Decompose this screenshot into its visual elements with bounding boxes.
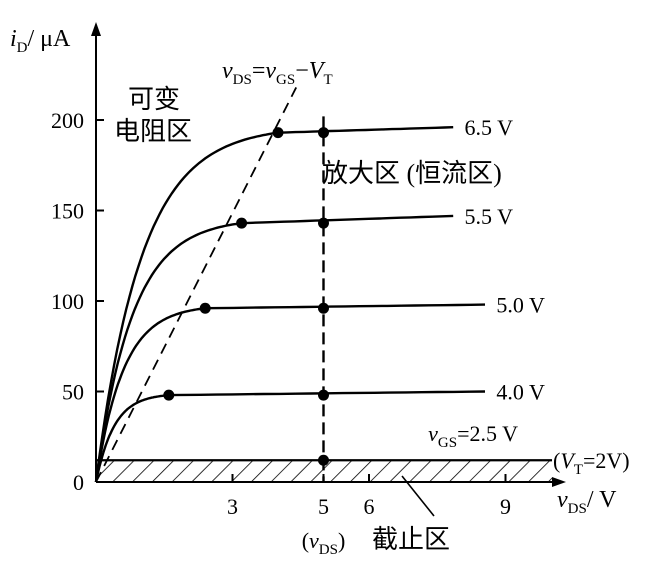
x-axis-arrow [552,477,566,487]
cutoff-region-label: 截止区 [372,525,450,554]
y-tick-label: 150 [51,199,84,224]
curve-55V [94,214,454,483]
operating-point [163,389,175,401]
y-axis-arrow [91,22,101,36]
curve-65V [94,126,454,483]
operating-point [199,302,211,314]
cutoff-hatch-region [96,460,552,482]
series-label: 5.5 V [465,204,514,229]
boundary-line-label: vDS=vGS−VT [222,58,333,88]
x-axis-label: vDS/ V [557,487,617,517]
operating-point [236,217,248,229]
variable-resistance-region-label: 电阻区 [114,117,192,146]
series-label: vGS=2.5 V [428,421,518,451]
x-tick-label: 9 [500,494,511,519]
operating-point [318,127,329,139]
variable-resistance-region-label: 可变 [128,85,180,114]
series-label: 5.0 V [496,293,545,318]
y-tick-label: 100 [51,289,84,314]
operating-point [318,454,329,466]
curve-40V [94,390,486,483]
series-label: 6.5 V [465,115,514,140]
vt-label: (VT=2V) [553,448,630,478]
curve-50V [94,303,486,483]
series-label: 4.0 V [496,380,545,405]
operating-point [318,389,329,401]
vds-marker-label: (vDS) [302,528,346,558]
operating-point [318,217,329,229]
x-tick-label: 3 [227,494,238,519]
operating-point [318,302,329,314]
y-tick-label: 200 [51,108,84,133]
saturation-region-label: 放大区 (恒流区) [322,159,502,188]
operating-point [272,127,284,139]
x-tick-label: 6 [364,494,375,519]
x-tick-label: 5 [318,494,329,519]
y-axis-label: iD/ μA [10,26,71,56]
boundary-dashed-line [95,87,298,483]
y-tick-label: 50 [62,380,84,405]
y-tick-label: 0 [73,470,84,495]
